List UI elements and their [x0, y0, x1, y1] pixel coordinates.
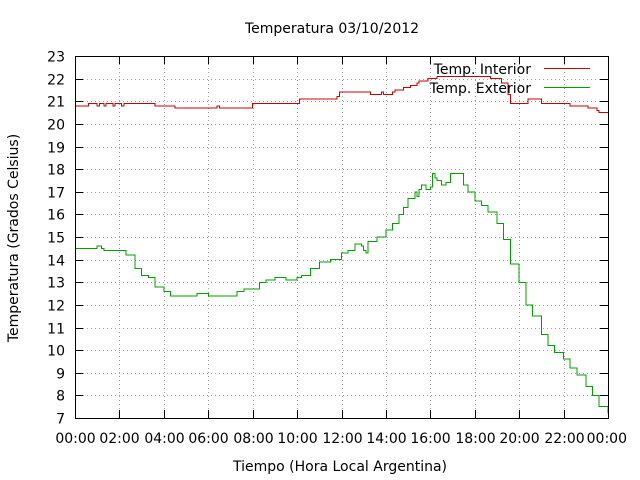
x-tick-label: 18:00 — [455, 431, 495, 447]
y-tick-label: 22 — [47, 73, 65, 89]
x-tick-label: 04:00 — [144, 431, 184, 447]
chart-title: Temperatura 03/10/2012 — [244, 21, 419, 37]
x-tick-label: 00:00 — [587, 431, 627, 447]
x-tick-label: 22:00 — [544, 431, 584, 447]
y-tick-label: 10 — [47, 344, 65, 360]
x-tick-label: 02:00 — [99, 431, 139, 447]
y-tick-label: 8 — [56, 389, 65, 405]
plot-frame — [75, 56, 609, 419]
y-tick-label: 7 — [56, 412, 65, 428]
x-tick-label: 06:00 — [188, 431, 228, 447]
y-tick-label: 13 — [47, 276, 65, 292]
x-tick-label: 08:00 — [233, 431, 273, 447]
x-tick-label: 12:00 — [322, 431, 362, 447]
y-tick-label: 14 — [47, 254, 65, 270]
x-tick-label: 00:00 — [55, 431, 95, 447]
y-tick-label: 21 — [47, 95, 65, 111]
y-tick-label: 23 — [47, 50, 65, 66]
y-tick-label: 20 — [47, 118, 65, 134]
y-tick-label: 18 — [47, 163, 65, 179]
legend-label: Temp. Interior — [433, 62, 532, 78]
x-axis: 00:00 02:00 04:00 06:00 08:00 10:00 12:00 14:00… — [55, 56, 627, 447]
grid-lines — [75, 56, 608, 418]
y-tick-label: 11 — [47, 322, 65, 338]
x-tick-label: 14:00 — [366, 431, 406, 447]
series-line-exterior — [75, 173, 609, 414]
x-axis-label: Tiempo (Hora Local Argentina) — [232, 459, 447, 475]
y-tick-label: 12 — [47, 299, 65, 315]
y-axis: 7 8 9 10 11 12 13 14 15 16 17 18 19 20 21 22 23 — [47, 50, 608, 428]
y-tick-label: 19 — [47, 141, 65, 157]
y-tick-label: 9 — [56, 367, 65, 383]
x-tick-label: 10:00 — [277, 431, 317, 447]
y-axis-label: Temperatura (Grados Celsius) — [6, 134, 22, 343]
x-tick-label: 20:00 — [499, 431, 539, 447]
y-tick-label: 17 — [47, 186, 65, 202]
legend-label: Temp. Exterior — [429, 81, 532, 97]
y-tick-label: 15 — [47, 231, 65, 247]
legend: Temp. Interior Temp. Exterior — [429, 62, 590, 97]
x-tick-label: 16:00 — [410, 431, 450, 447]
series-line-interior — [75, 75, 608, 114]
plot-series — [75, 75, 609, 414]
y-tick-label: 16 — [47, 208, 65, 224]
